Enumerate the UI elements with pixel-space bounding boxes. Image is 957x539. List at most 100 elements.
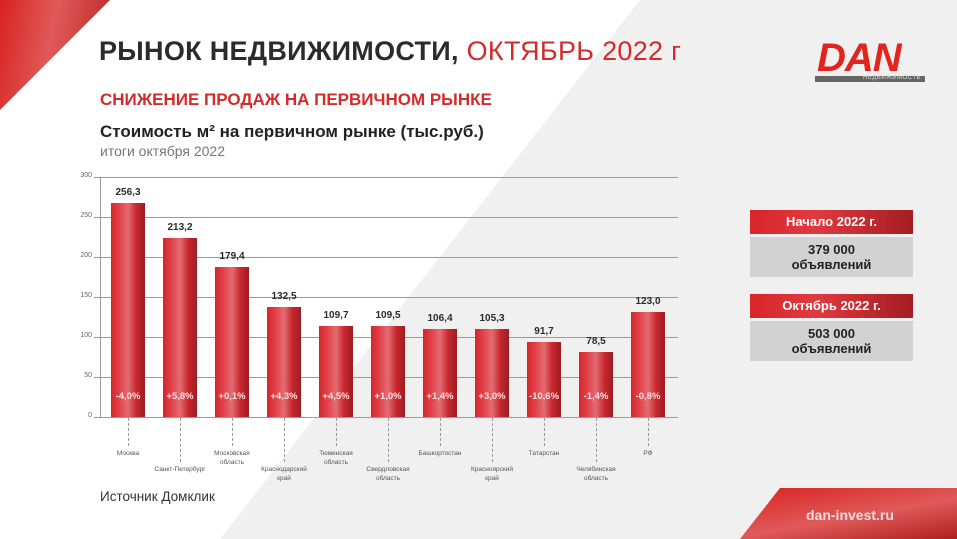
y-tick-label: 250 xyxy=(80,212,92,219)
logo-wordmark: DAN xyxy=(817,36,902,80)
title-accent: ОКТЯБРЬ 2022 г xyxy=(466,36,682,66)
bar-change-label: +0,1% xyxy=(218,391,246,402)
stat-card-value: 379 000 объявлений xyxy=(750,237,913,277)
title-main: РЫНОК НЕДВИЖИМОСТИ, xyxy=(99,36,467,66)
category-label-line: Московская xyxy=(214,450,250,457)
y-tick-label: 300 xyxy=(80,172,92,179)
bar xyxy=(423,329,457,417)
logo-tagline: НЕДВИЖИМОСТЬ xyxy=(863,75,921,81)
category-tick xyxy=(596,418,597,462)
category-label-line: Санкт-Петербург xyxy=(154,466,206,473)
bar-change-label: +5,8% xyxy=(166,391,194,402)
stat-card-start-2022: Начало 2022 г. 379 000 объявлений xyxy=(750,210,913,277)
category-label: Красноярский край xyxy=(452,465,532,483)
category-label: Свердловская область xyxy=(348,465,428,483)
logo-tagline-bar: НЕДВИЖИМОСТЬ xyxy=(815,75,925,82)
bar-value-label: 109,7 xyxy=(323,309,349,321)
category-label-line: Краснодарский xyxy=(261,466,307,473)
category-label: Челябинская область xyxy=(556,465,636,483)
category-tick xyxy=(232,418,233,446)
bar-change-label: +1,0% xyxy=(374,391,402,402)
footer-band xyxy=(740,488,957,539)
y-tick-label: 100 xyxy=(80,332,92,339)
category-label: Москва xyxy=(88,449,168,458)
bar-change-label: -0,8% xyxy=(635,391,661,402)
category-label-line: область xyxy=(323,459,349,466)
stat-card-label: Октябрь 2022 г. xyxy=(750,294,913,318)
bar-value-label: 105,3 xyxy=(479,313,505,324)
bar xyxy=(319,325,353,417)
page-title: РЫНОК НЕДВИЖИМОСТИ, ОКТЯБРЬ 2022 г xyxy=(99,36,681,67)
source-note: Источник Домклик xyxy=(100,489,215,504)
stat-card-label: Начало 2022 г. xyxy=(750,210,913,234)
bar-value-label: 78,5 xyxy=(586,336,606,348)
y-tick-label: 0 xyxy=(88,412,92,419)
category-label-line: область xyxy=(583,475,609,482)
category-label-line: Башкортостан xyxy=(418,450,462,457)
bar xyxy=(371,325,405,417)
dan-logo: DAN НЕДВИЖИМОСТЬ xyxy=(815,36,930,84)
category-label: Башкортостан xyxy=(400,449,480,458)
website-link[interactable]: dan-invest.ru xyxy=(806,507,894,523)
bar-value-label: 91,7 xyxy=(534,325,554,337)
bar-value-label: 213,2 xyxy=(167,221,193,233)
bar-change-label: +4,5% xyxy=(322,391,350,402)
category-label-line: Тюменская xyxy=(319,450,353,457)
bar-change-label: -10,6% xyxy=(528,391,560,402)
chart-title: Стоимость м² на первичном рынке (тыс.руб… xyxy=(100,122,484,141)
category-label: Тюменская область xyxy=(296,449,376,467)
bar-change-label: -1,4% xyxy=(583,391,609,402)
stat-value: 379 000 xyxy=(808,242,855,257)
category-label-line: РФ xyxy=(643,450,653,457)
bar xyxy=(215,266,249,417)
bar-value-label: 256,3 xyxy=(115,187,141,199)
chart-subtitle: итоги октября 2022 xyxy=(100,143,226,159)
category-label: РФ xyxy=(608,449,688,458)
y-tick-label: 150 xyxy=(80,292,92,299)
category-tick xyxy=(128,418,129,446)
y-tick-label: 50 xyxy=(84,372,92,379)
category-tick xyxy=(180,418,181,462)
gridline xyxy=(94,177,678,178)
stat-unit: объявлений xyxy=(791,257,872,272)
bar xyxy=(475,329,509,417)
category-label-line: Красноярский xyxy=(471,466,513,473)
category-tick xyxy=(440,418,441,446)
y-tick-label: 200 xyxy=(80,252,92,259)
category-label-line: Татарстан xyxy=(528,450,560,457)
bar xyxy=(631,312,665,417)
category-tick xyxy=(388,418,389,462)
bar xyxy=(527,341,561,417)
bar xyxy=(267,306,301,417)
bar xyxy=(163,237,197,417)
category-label-line: край xyxy=(485,475,499,482)
category-label-line: Челябинская xyxy=(576,466,616,473)
stat-card-value: 503 000 объявлений xyxy=(750,321,913,361)
bar-change-label: +1,4% xyxy=(426,391,454,402)
category-label: Краснодарский край xyxy=(244,465,324,483)
y-axis xyxy=(100,177,101,417)
gridline xyxy=(94,417,678,418)
category-label-line: Свердловская xyxy=(366,466,410,473)
gridline xyxy=(94,217,678,218)
category-tick xyxy=(648,418,649,446)
bar xyxy=(579,352,613,417)
category-label-line: область xyxy=(219,459,245,466)
gridline xyxy=(94,297,678,298)
category-label: Татарстан xyxy=(504,449,584,458)
stat-unit: объявлений xyxy=(791,341,872,356)
bar-change-label: -4,0% xyxy=(115,391,141,402)
category-tick xyxy=(492,418,493,462)
category-tick xyxy=(284,418,285,462)
category-tick xyxy=(336,418,337,446)
category-label-line: Москва xyxy=(116,450,140,457)
stat-value: 503 000 xyxy=(808,326,855,341)
bar-value-label: 179,4 xyxy=(219,250,245,262)
category-label-line: край xyxy=(277,475,291,482)
bar-value-label: 109,5 xyxy=(375,309,401,321)
category-label-line: область xyxy=(375,475,401,482)
bar xyxy=(111,203,145,417)
bar-value-label: 123,0 xyxy=(635,296,661,308)
bar-change-label: +4,3% xyxy=(270,391,298,402)
